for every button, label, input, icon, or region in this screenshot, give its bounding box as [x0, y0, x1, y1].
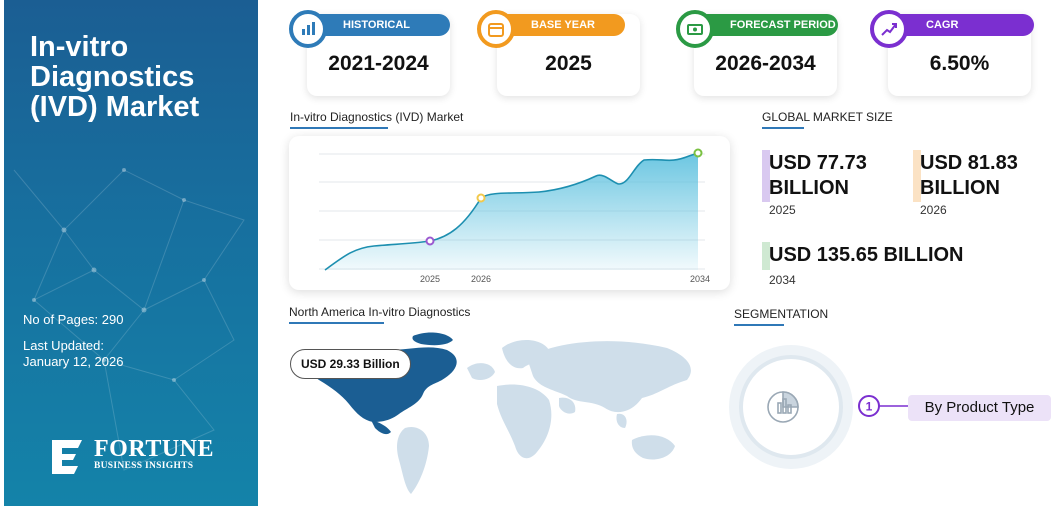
- market-chart-card: 2025 2026 2034: [289, 136, 730, 290]
- market-size-2034-accent: [762, 242, 770, 270]
- x-tick-2034: 2034: [690, 274, 710, 284]
- market-size-title: GLOBAL MARKET SIZE: [762, 110, 893, 124]
- world-map-other-regions: [397, 339, 691, 494]
- segmentation-title: SEGMENTATION: [734, 307, 829, 321]
- market-size-2025-unit: BILLION: [769, 177, 849, 199]
- network-mesh-decoration: [13, 168, 245, 471]
- cagr-pill: CAGR: [888, 14, 1034, 36]
- market-size-2034-year: 2034: [769, 273, 796, 287]
- market-size-2026: USD 81.83 BILLION 2026: [920, 151, 1018, 217]
- chart-point-2025: [425, 236, 435, 246]
- growth-chart-icon: [870, 10, 908, 48]
- segment-by-product-type[interactable]: By Product Type: [908, 395, 1051, 421]
- page-count: No of Pages: 290: [23, 312, 124, 327]
- last-updated-label: Last Updated:: [23, 338, 104, 353]
- chart-series-line: [324, 152, 699, 271]
- forecast-period-value: 2026-2034: [715, 52, 816, 75]
- chart-point-2034: [693, 148, 703, 158]
- segmentation-connector: 1: [858, 395, 908, 417]
- chart-section-underline: [290, 127, 388, 129]
- historical-period-pill: HISTORICAL PERIOD: [305, 14, 450, 53]
- bar-chart-icon: [289, 10, 327, 48]
- north-america-region: [312, 332, 457, 435]
- base-year-value: 2025: [545, 52, 592, 75]
- chart-point-2026: [476, 193, 486, 203]
- market-area-chart: 2025 2026 2034: [319, 148, 710, 284]
- market-size-2034: USD 135.65 BILLION 2034: [769, 243, 964, 287]
- report-title: In-vitro Diagnostics (IVD) Market: [30, 31, 200, 123]
- cagr-value: 6.50%: [929, 52, 990, 75]
- market-size-2026-year: 2026: [920, 203, 947, 217]
- market-size-2026-value: USD 81.83: [920, 152, 1018, 174]
- calendar-icon: [477, 10, 515, 48]
- segment-chart-icon: [767, 391, 799, 423]
- market-size-2025-year: 2025: [769, 203, 796, 217]
- market-size-2025-value: USD 77.73: [769, 152, 867, 174]
- last-updated-date: January 12, 2026: [23, 354, 124, 369]
- market-size-2025: USD 77.73 BILLION 2025: [769, 151, 867, 217]
- segmentation-ring: [729, 345, 853, 469]
- market-size-2026-unit: BILLION: [920, 177, 1000, 199]
- market-size-2025-accent: [762, 150, 770, 202]
- north-america-value-callout: USD 29.33 Billion: [290, 349, 411, 379]
- segmentation-underline: [734, 324, 784, 326]
- forecast-period-pill: FORECAST PERIOD: [692, 14, 838, 36]
- historical-period-value: 2021-2024: [328, 52, 429, 75]
- x-tick-2025: 2025: [420, 274, 440, 284]
- chart-section-title: In-vitro Diagnostics (IVD) Market: [290, 110, 464, 124]
- money-icon: [676, 10, 714, 48]
- fbi-logo-icon: [52, 440, 82, 474]
- logo-wordmark: FORTUNE: [94, 436, 214, 462]
- chart-area-fill: [325, 153, 698, 270]
- segment-number: 1: [866, 400, 873, 414]
- fortune-business-insights-logo[interactable]: FORTUNE BUSINESS INSIGHTS: [48, 436, 218, 476]
- x-tick-2026: 2026: [471, 274, 491, 284]
- market-size-2034-value: USD 135.65 BILLION: [769, 244, 964, 266]
- market-size-2026-accent: [913, 150, 921, 202]
- north-america-underline: [289, 322, 384, 324]
- north-america-title: North America In-vitro Diagnostics: [289, 305, 471, 319]
- left-panel: In-vitro Diagnostics (IVD) Market No of …: [4, 0, 258, 506]
- market-size-underline: [762, 127, 804, 129]
- base-year-pill: BASE YEAR: [493, 14, 625, 36]
- logo-subtitle: BUSINESS INSIGHTS: [94, 461, 194, 471]
